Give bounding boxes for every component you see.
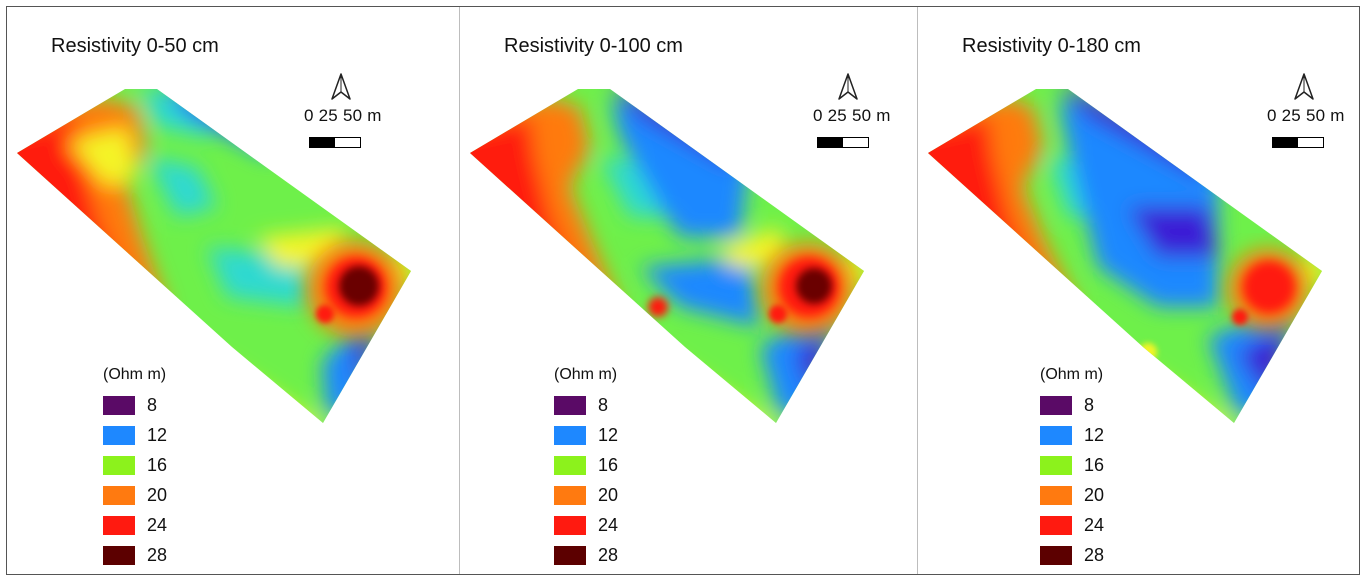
legend-swatch: [103, 515, 135, 535]
map-panel-0-50cm: Resistivity 0-50 cm 0 25 50 m (Ohm m) 8 12 …: [7, 7, 463, 574]
north-arrow-icon: [838, 73, 858, 100]
resistivity-map-0-100cm: [470, 89, 864, 423]
legend-label: 20: [1084, 484, 1105, 505]
legend-swatch: [103, 425, 135, 445]
legend-label: 24: [598, 514, 619, 535]
legend-swatch: [103, 485, 135, 505]
legend-label: 8: [147, 394, 158, 415]
panel-title: Resistivity 0-100 cm: [504, 35, 683, 57]
north-arrow-icon: [331, 73, 351, 100]
legend-label: 8: [598, 394, 609, 415]
legend-label: 28: [1084, 544, 1105, 565]
legend-label: 8: [1084, 394, 1095, 415]
legend-swatch: [103, 455, 135, 475]
legend-label: 12: [147, 424, 168, 445]
north-arrow-icon: [1294, 73, 1314, 100]
legend-swatch: [103, 395, 135, 415]
legend-label: 16: [1084, 454, 1105, 475]
scale-bar-labels: 0 25 50 m: [813, 106, 891, 125]
legend-label: 16: [147, 454, 168, 475]
color-legend: (Ohm m) 8 12 16 20 24 28: [1040, 366, 1104, 570]
map-panel-0-100cm: Resistivity 0-100 cm 0 25 50 m (Ohm m) 8 12…: [460, 7, 916, 574]
legend-swatch: [554, 545, 586, 565]
legend-label: 28: [598, 544, 619, 565]
panel-divider: [917, 7, 918, 574]
resistivity-map-0-180cm: [928, 89, 1322, 423]
legend-label: 24: [147, 514, 168, 535]
legend-label: 20: [147, 484, 168, 505]
legend-swatch: [554, 485, 586, 505]
color-legend: (Ohm m) 8 12 16 20 24 28: [103, 366, 167, 570]
resistivity-map-0-50cm: [17, 89, 411, 423]
legend-swatch: [554, 395, 586, 415]
legend-swatch: [554, 455, 586, 475]
map-panel-0-180cm: Resistivity 0-180 cm 0 25 50 m (Ohm m) 8 12…: [918, 7, 1368, 574]
legend-swatch: [1040, 455, 1072, 475]
panel-title: Resistivity 0-180 cm: [962, 35, 1141, 57]
panel-title: Resistivity 0-50 cm: [51, 35, 219, 57]
scale-bar: [309, 137, 361, 148]
scale-bar: [817, 137, 869, 148]
legend-label: 12: [1084, 424, 1105, 445]
scale-bar-labels: 0 25 50 m: [1267, 106, 1345, 125]
legend-label: 16: [598, 454, 619, 475]
figure-frame: Resistivity 0-50 cm 0 25 50 m (Ohm m) 8 12 …: [6, 6, 1360, 575]
legend-title: (Ohm m): [103, 366, 167, 383]
legend-label: 24: [1084, 514, 1105, 535]
legend-swatch: [554, 515, 586, 535]
legend-swatch: [1040, 395, 1072, 415]
legend-label: 12: [598, 424, 619, 445]
panel-divider: [459, 7, 460, 574]
legend-label: 28: [147, 544, 168, 565]
legend-title: (Ohm m): [554, 366, 618, 383]
legend-label: 20: [598, 484, 619, 505]
legend-title: (Ohm m): [1040, 366, 1104, 383]
scale-bar: [1272, 137, 1324, 148]
scale-bar-labels: 0 25 50 m: [304, 106, 382, 125]
legend-swatch: [1040, 515, 1072, 535]
color-legend: (Ohm m) 8 12 16 20 24 28: [554, 366, 618, 570]
legend-swatch: [1040, 425, 1072, 445]
legend-swatch: [1040, 545, 1072, 565]
legend-swatch: [1040, 485, 1072, 505]
legend-swatch: [103, 545, 135, 565]
legend-swatch: [554, 425, 586, 445]
resistivity-field-0-50cm: [17, 89, 411, 423]
